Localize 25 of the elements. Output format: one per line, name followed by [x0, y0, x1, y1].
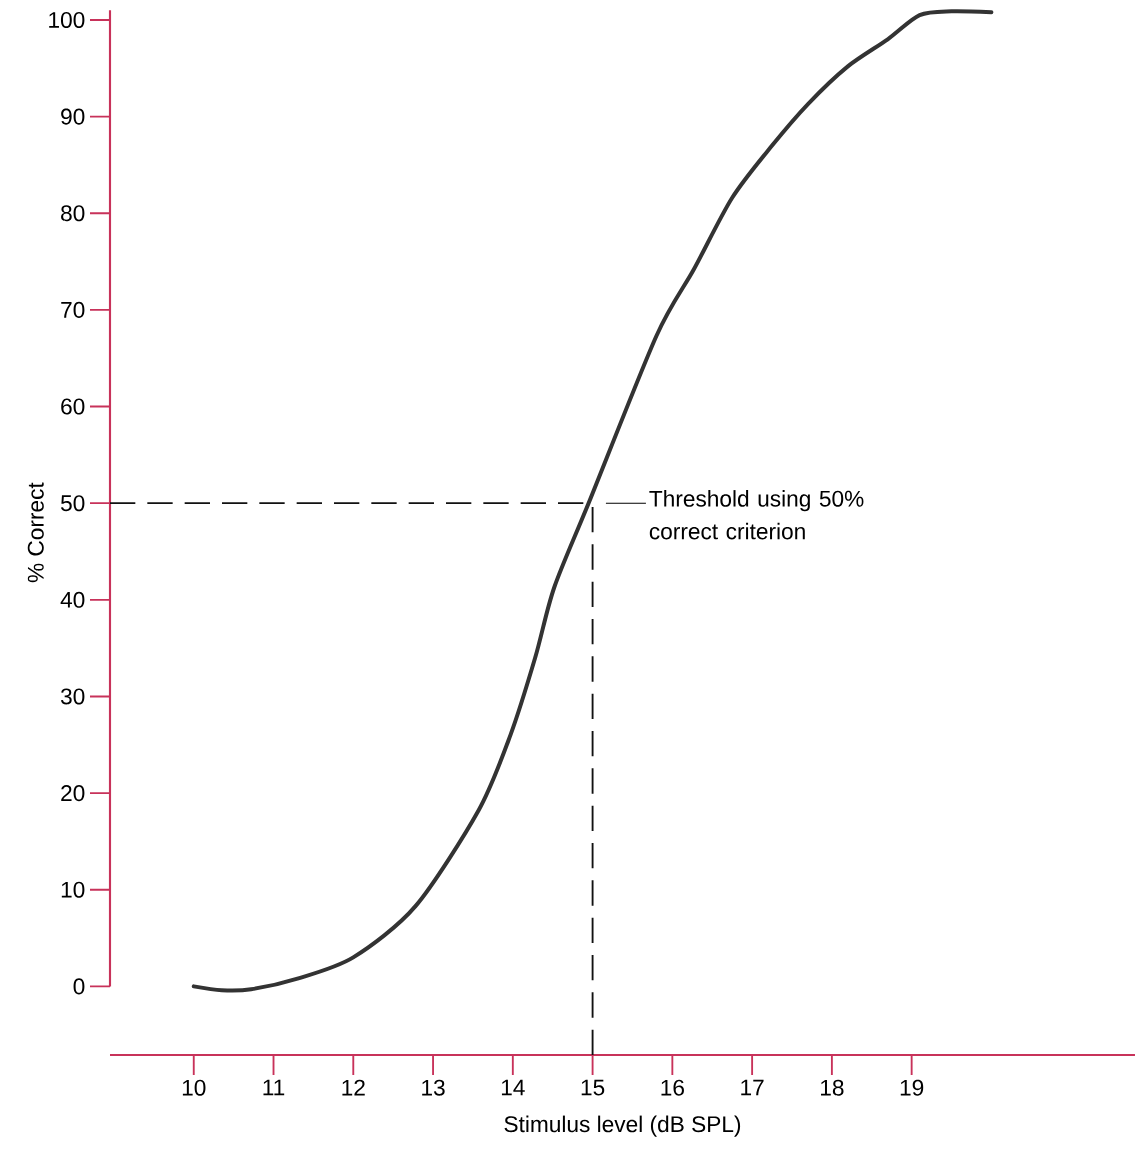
y-tick-label: 20 [61, 785, 85, 802]
y-tick-label: 10 [61, 881, 85, 898]
x-tick-label: 17 [741, 1079, 764, 1096]
x-tick-label: 13 [422, 1079, 445, 1096]
x-tick-label: 14 [501, 1079, 525, 1096]
y-tick-label: 60 [61, 398, 85, 415]
y-tick-label: 80 [61, 205, 85, 222]
x-tick-label: 10 [182, 1079, 206, 1096]
x-axis-title: Stimulus level (dB SPL) [504, 1115, 741, 1137]
x-tick-label: 15 [581, 1079, 605, 1096]
y-tick-label: 100 [49, 11, 85, 28]
x-tick-label: 19 [900, 1079, 924, 1096]
y-tick-label: 30 [60, 688, 85, 705]
y-tick-label: 90 [61, 108, 85, 125]
x-tick-label: 16 [661, 1079, 684, 1096]
x-tick-label: 12 [342, 1079, 365, 1096]
y-tick-label: 50 [60, 495, 85, 512]
y-tick-label: 0 [73, 978, 85, 995]
y-tick-label: 70 [61, 301, 85, 318]
x-tick-label: 18 [821, 1079, 844, 1096]
annotation: Threshold using 50% correct criterion [649, 490, 864, 540]
line-series [191, 9, 994, 993]
y-tick-label: 40 [60, 591, 85, 608]
x-tick-label: 11 [263, 1079, 285, 1096]
y-axis-title: % Correct [27, 482, 44, 583]
